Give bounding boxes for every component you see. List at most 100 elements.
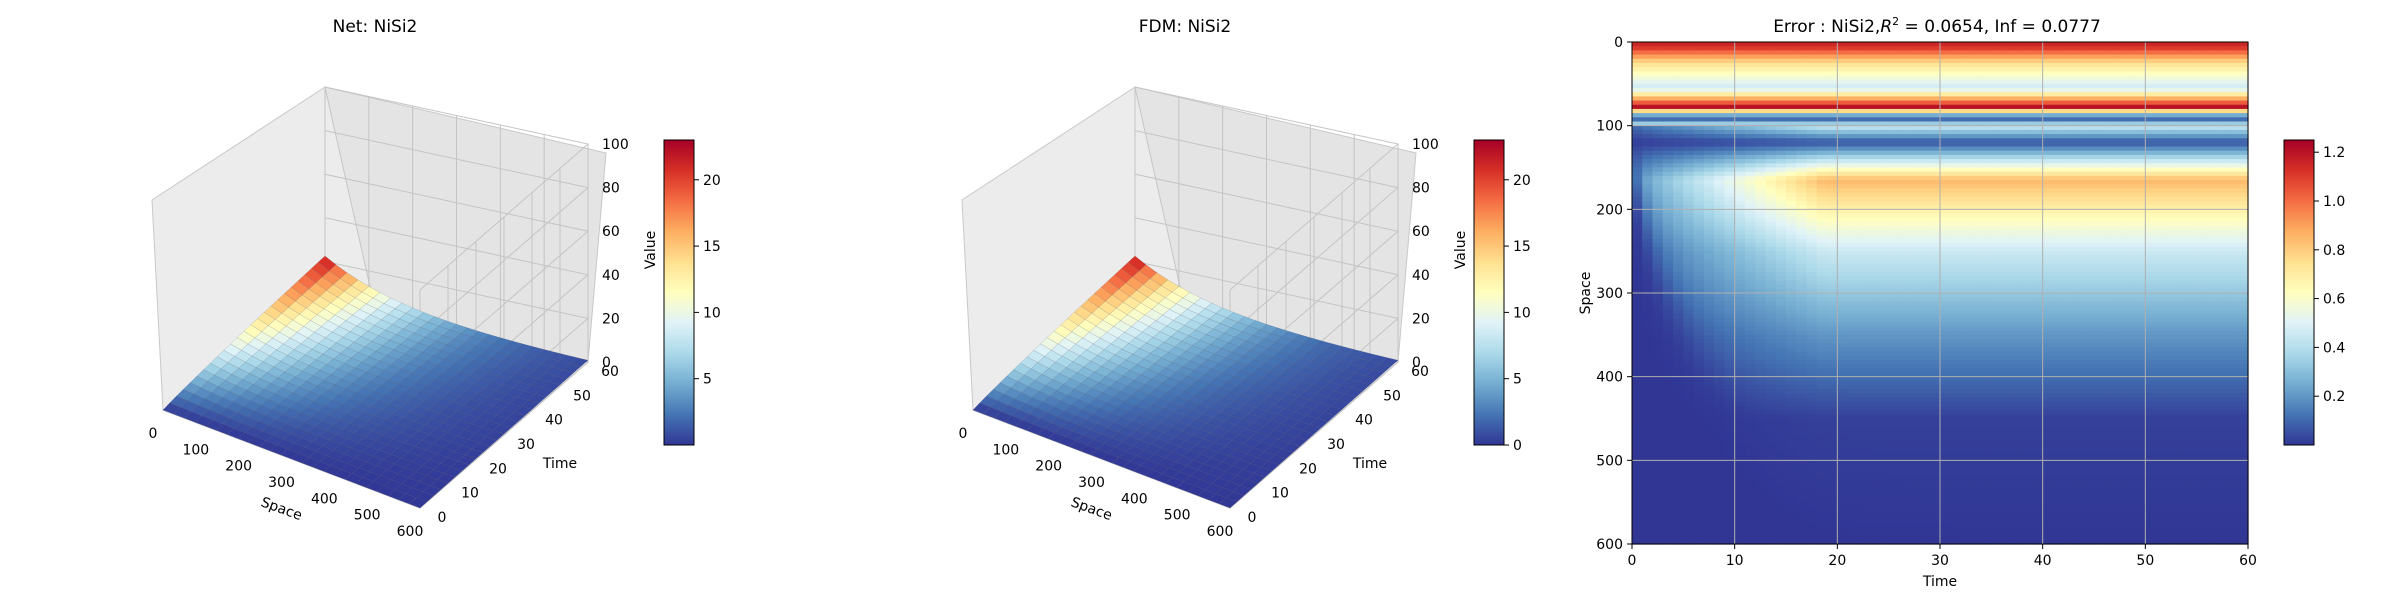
heatmap-cell [1827,351,1838,357]
heatmap-cell [1796,142,1808,148]
heatmap-cell [1786,414,1797,420]
heatmap-cell [1662,301,1674,307]
surface-patch [319,290,338,304]
z-tick-label: 40 [1412,268,1430,284]
heatmap-cell [1714,88,1725,93]
heatmap-cell [1734,385,1746,390]
heatmap-cell [1724,146,1736,152]
heatmap-cell [1816,468,1828,474]
heatmap-cell [1775,527,1787,533]
heatmap-cell [1940,401,1951,407]
heatmap-cell [1714,58,1725,64]
heatmap-cell [1827,301,1838,307]
heatmap-cell [1724,393,1736,399]
heatmap-cell [1693,351,1705,357]
heatmap-cell [1632,435,1643,441]
heatmap-cell [1652,460,1664,466]
heatmap-cell [1847,443,1859,449]
heatmap-cell [1806,397,1818,403]
heatmap-cell [1724,180,1736,185]
heatmap-cell [1714,276,1725,282]
heatmap-cell [1765,502,1777,507]
heatmap-cell [1703,431,1715,436]
heatmap-cell [1806,485,1818,491]
heatmap-cell [1775,96,1787,102]
heatmap-cell [1837,334,1849,340]
heatmap-cell [1919,339,1931,344]
heatmap-cell [1827,397,1838,403]
heatmap-cell [1888,464,1900,470]
heatmap-cell [1673,67,1684,72]
heatmap-cell [1806,410,1818,415]
heatmap-cell [1673,272,1684,277]
heatmap-cell [1642,159,1654,164]
heatmap-cell [1744,527,1756,533]
heatmap-cell [1816,159,1828,164]
heatmap-cell [1806,305,1818,311]
heatmap-cell [1919,531,1931,537]
heatmap-cell [1673,376,1684,382]
heatmap-cell [1703,184,1715,190]
heatmap-cell [1755,125,1767,131]
heatmap-cell [1929,380,1941,386]
heatmap-cell [1703,364,1715,369]
heatmap-cell [1734,514,1746,520]
heatmap-cell [1909,142,1921,148]
heatmap-cell [1755,497,1767,503]
heatmap-cell [1703,42,1715,47]
heatmap-cell [1929,301,1941,307]
heatmap-cell [1683,527,1695,533]
heatmap-cell [1775,347,1787,353]
heatmap-cell [1724,531,1736,537]
heatmap-cell [1765,234,1777,240]
heatmap-cell [1683,46,1695,51]
heatmap-cell [1898,330,1910,336]
heatmap-cell [1857,196,1869,202]
heatmap-cell [1652,506,1664,512]
heatmap-cell [1888,359,1900,365]
heatmap-cell [1755,79,1767,85]
heatmap-cell [1734,226,1746,231]
heatmap-cell [1847,184,1859,190]
heatmap-cell [1909,309,1921,315]
heatmap-cell [1693,167,1705,173]
heatmap-cell [1816,447,1828,453]
heatmap-cell [1786,322,1797,328]
heatmap-cell [1652,477,1664,482]
heatmap-cell [1878,297,1890,302]
heatmap-cell [1929,410,1941,415]
heatmap-cell [1806,259,1818,265]
heatmap-cell [1898,305,1910,311]
heatmap-cell [1703,497,1715,503]
heatmap-cell [1714,359,1725,365]
heatmap-cell [1683,171,1695,177]
heatmap-cell [1734,468,1746,474]
heatmap-cell [1632,255,1643,261]
heatmap-cell [1744,493,1756,499]
heatmap-cell [1755,493,1767,499]
heatmap-cell [1786,293,1797,298]
heatmap-cell [1868,368,1879,374]
heatmap-cell [1827,259,1838,265]
heatmap-cell [1724,497,1736,503]
heatmap-cell [1909,464,1921,470]
heatmap-cell [1632,62,1643,68]
heatmap-cell [1796,46,1808,51]
heatmap-cell [1724,359,1736,365]
heatmap-cell [1837,435,1849,441]
heatmap-cell [1734,351,1746,357]
heatmap-cell [1796,234,1808,240]
heatmap-cell [1662,401,1674,407]
heatmap-cell [1816,464,1828,470]
heatmap-cell [1683,226,1695,231]
heatmap-cell [1919,368,1931,374]
heatmap-cell [1796,221,1808,227]
heatmap-cell [1847,234,1859,240]
heatmap-cell [1909,368,1921,374]
heatmap-cell [1703,472,1715,478]
heatmap-cell [1847,389,1859,394]
heatmap-cell [1734,50,1746,56]
heatmap-cell [1816,163,1828,169]
heatmap-cell [1919,234,1931,240]
